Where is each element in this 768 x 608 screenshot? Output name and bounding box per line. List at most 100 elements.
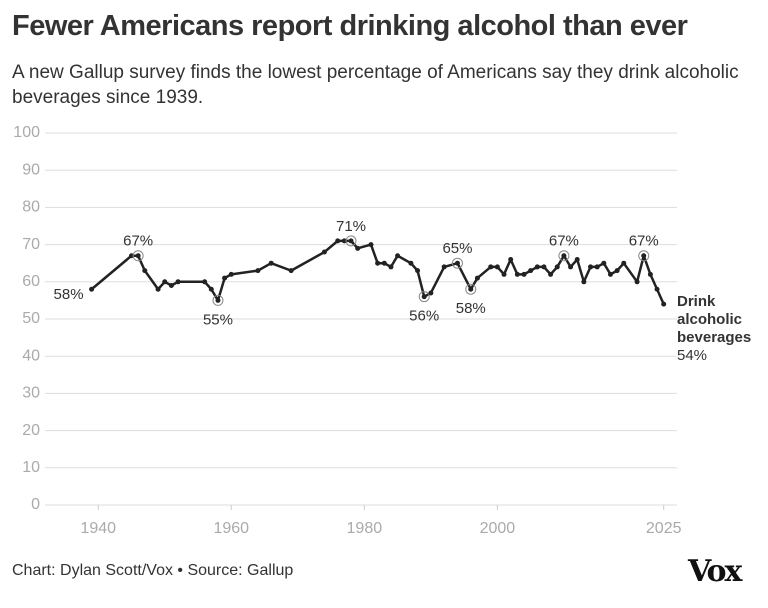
point	[215, 297, 221, 303]
x-tick-label: 1940	[80, 520, 116, 537]
point	[388, 264, 394, 270]
x-tick-label: 1980	[347, 520, 383, 537]
highlight-ring	[465, 283, 477, 295]
point	[621, 260, 627, 266]
point	[255, 268, 261, 274]
point	[222, 275, 228, 281]
point	[641, 253, 647, 259]
point	[395, 253, 401, 259]
point	[521, 271, 527, 277]
y-tick-label: 60	[22, 273, 40, 290]
point	[368, 242, 374, 248]
point	[561, 253, 567, 259]
highlight-ring	[558, 250, 570, 262]
x-tick-label: 2025	[646, 520, 682, 537]
point	[634, 279, 640, 285]
point	[548, 271, 554, 277]
point	[162, 279, 168, 285]
point	[488, 264, 494, 270]
point	[202, 279, 208, 285]
point	[428, 290, 434, 296]
y-tick-label: 30	[22, 385, 40, 402]
point	[494, 264, 500, 270]
point	[208, 286, 214, 292]
point	[135, 253, 141, 259]
point	[348, 238, 354, 244]
logo: Vox	[688, 554, 742, 589]
point	[541, 264, 547, 270]
point	[441, 264, 447, 270]
point	[554, 264, 560, 270]
point	[501, 271, 507, 277]
line	[90, 239, 665, 305]
data-label: 67%	[123, 233, 153, 250]
point	[474, 275, 480, 281]
point	[228, 271, 234, 277]
point	[288, 268, 294, 274]
data-label: 67%	[549, 233, 579, 250]
point	[468, 286, 474, 292]
data-label: 67%	[629, 233, 659, 250]
y-tick-label: 70	[22, 236, 40, 253]
highlight-ring	[212, 294, 224, 306]
point	[175, 279, 181, 285]
data-label: 71%	[336, 218, 366, 235]
highlight-ring	[418, 291, 430, 303]
point	[355, 245, 361, 251]
point	[341, 238, 347, 244]
point	[574, 256, 580, 262]
data-label: 55%	[203, 311, 233, 328]
series-label: Drink alcoholic beverages	[677, 293, 751, 346]
highlight-ring	[345, 235, 357, 247]
source-note: Chart: Dylan Scott/Vox • Source: Gallup	[12, 562, 294, 579]
point	[454, 260, 460, 266]
highlight-ring	[132, 250, 144, 262]
x-tick-label: 1960	[213, 520, 249, 537]
highlight-ring	[638, 250, 650, 262]
point	[268, 260, 274, 266]
y-tick-label: 0	[31, 496, 40, 513]
point	[614, 268, 620, 274]
point	[375, 260, 381, 266]
point	[508, 256, 514, 262]
data-label: 56%	[409, 308, 439, 325]
point	[142, 268, 148, 274]
y-tick-label: 90	[22, 161, 40, 178]
point	[421, 294, 427, 300]
point	[647, 271, 653, 277]
data-label: 65%	[442, 240, 472, 257]
point	[128, 253, 134, 259]
point	[321, 249, 327, 255]
point	[89, 286, 95, 292]
chart-title: Fewer Americans report drinking alcohol …	[12, 10, 688, 42]
point	[514, 271, 520, 277]
chart-subtitle: A new Gallup survey finds the lowest per…	[12, 62, 739, 108]
point	[155, 286, 161, 292]
y-tick-label: 100	[13, 124, 40, 141]
y-tick-label: 80	[22, 199, 40, 216]
point	[601, 260, 607, 266]
y-tick-label: 10	[22, 459, 40, 476]
point	[415, 268, 421, 274]
point	[528, 268, 534, 274]
highlight-ring	[451, 257, 463, 269]
point	[408, 260, 414, 266]
y-tick-label: 40	[22, 347, 40, 364]
point	[381, 260, 387, 266]
point	[654, 286, 660, 292]
point	[594, 264, 600, 270]
point	[335, 238, 341, 244]
point	[568, 264, 574, 270]
point	[534, 264, 540, 270]
point	[581, 279, 587, 285]
point	[588, 264, 594, 270]
point	[661, 301, 667, 307]
y-tick-label: 50	[22, 310, 40, 327]
data-label: 54%	[677, 347, 707, 364]
y-tick-label: 20	[22, 422, 40, 439]
point	[168, 283, 174, 289]
data-label: 58%	[456, 300, 486, 317]
data-label: 58%	[54, 286, 84, 303]
